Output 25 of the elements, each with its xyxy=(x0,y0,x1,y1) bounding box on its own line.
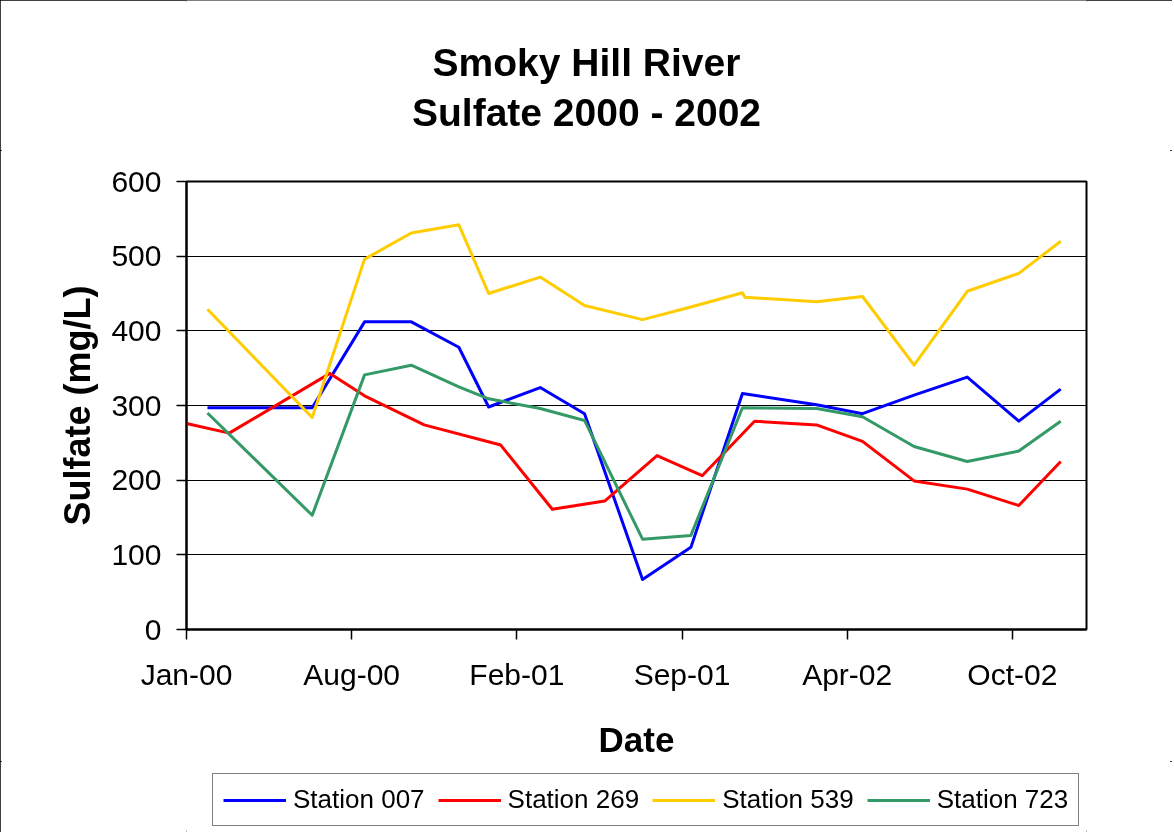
line-series xyxy=(205,223,1063,419)
legend-label: Station 269 xyxy=(507,784,640,815)
chart-subtitle: Sulfate 2000 - 2002 xyxy=(411,91,762,134)
legend-label: Station 723 xyxy=(936,784,1069,815)
line-series xyxy=(205,363,1063,541)
y-tick-label: 100 xyxy=(111,537,162,571)
x-tick-label: Sep-01 xyxy=(633,657,731,691)
line-series xyxy=(205,320,1063,581)
legend-label: Station 007 xyxy=(293,784,425,815)
y-tick-label: 200 xyxy=(111,463,162,497)
x-tick-label: Feb-01 xyxy=(469,657,565,691)
y-tick-label: 400 xyxy=(111,313,162,347)
y-tick-label: 500 xyxy=(111,239,162,273)
x-tick-label: Jan-00 xyxy=(140,657,233,691)
y-tick-label: 0 xyxy=(144,612,162,646)
line-series xyxy=(186,371,1063,511)
y-tick-label: 300 xyxy=(111,388,162,422)
x-axis-title: Date xyxy=(598,719,675,759)
x-tick-label: Aug-00 xyxy=(303,657,401,691)
x-tick-label: Apr-02 xyxy=(802,657,893,691)
chart-title: Smoky Hill River xyxy=(432,41,741,84)
legend-label: Station 539 xyxy=(722,784,854,815)
y-axis-title: Sulfate (mg/L) xyxy=(57,285,99,526)
y-tick-label: 600 xyxy=(111,164,162,198)
x-tick-label: Oct-02 xyxy=(967,657,1058,691)
